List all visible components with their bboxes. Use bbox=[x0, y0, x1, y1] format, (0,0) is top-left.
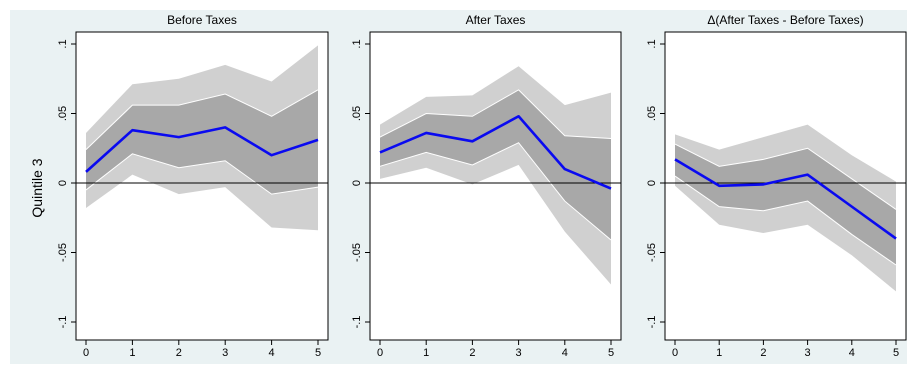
y-tick-label: -.1 bbox=[646, 316, 658, 329]
panel-title: Before Taxes bbox=[167, 13, 237, 27]
x-tick-label: 4 bbox=[562, 347, 568, 359]
x-tick-label: 0 bbox=[672, 347, 678, 359]
chart-panel-3: Δ(After Taxes - Before Taxes) 0 1 2 3 4 5 -.1 -.… bbox=[646, 13, 907, 359]
x-tick-label: 0 bbox=[377, 347, 383, 359]
x-tick-label: 5 bbox=[608, 347, 614, 359]
chart-panel-2: After Taxes 0 1 2 3 4 5 -.1 -.05 0 .05 .1 bbox=[351, 13, 622, 359]
y-tick-label: -.05 bbox=[351, 243, 363, 262]
y-tick-label: -.1 bbox=[351, 316, 363, 329]
row-label: Quintile 3 bbox=[29, 158, 45, 217]
x-tick-label: 2 bbox=[176, 347, 182, 359]
x-tick-label: 4 bbox=[849, 347, 855, 359]
chart-panel-1: Before Taxes 0 1 2 3 4 5 -.1 -.05 0 .05 .1 bbox=[57, 13, 329, 359]
x-tick-label: 3 bbox=[222, 347, 228, 359]
inner-confidence-band bbox=[380, 89, 611, 240]
inner-band-lower-edge bbox=[85, 153, 319, 195]
x-tick-label: 3 bbox=[805, 347, 811, 359]
y-tick-label: .05 bbox=[57, 106, 69, 121]
y-tick-label: -.1 bbox=[57, 316, 69, 329]
x-tick-label: 5 bbox=[893, 347, 899, 359]
x-tick-label: 4 bbox=[269, 347, 275, 359]
panel-title: After Taxes bbox=[466, 13, 526, 27]
inner-band-upper-edge bbox=[379, 89, 612, 140]
x-tick-label: 3 bbox=[516, 347, 522, 359]
inner-band-upper-edge bbox=[85, 89, 319, 151]
x-tick-label: 2 bbox=[469, 347, 475, 359]
estimate-line bbox=[85, 126, 319, 173]
y-tick-label: .1 bbox=[351, 39, 363, 48]
x-tick-label: 1 bbox=[716, 347, 722, 359]
estimate-line bbox=[674, 158, 897, 240]
inner-confidence-band bbox=[675, 144, 896, 266]
inner-band-lower-edge bbox=[674, 175, 897, 266]
x-tick-label: 5 bbox=[315, 347, 321, 359]
y-tick-label: 0 bbox=[57, 180, 69, 186]
inner-band-upper-edge bbox=[674, 143, 897, 210]
y-tick-label: .1 bbox=[57, 39, 69, 48]
x-tick-label: 1 bbox=[423, 347, 429, 359]
y-tick-label: 0 bbox=[646, 180, 658, 186]
y-tick-label: 0 bbox=[351, 180, 363, 186]
inner-band-lower-edge bbox=[379, 142, 612, 241]
estimate-line bbox=[379, 114, 612, 190]
x-tick-label: 0 bbox=[83, 347, 89, 359]
y-tick-label: .05 bbox=[646, 106, 658, 121]
y-tick-label: -.05 bbox=[646, 243, 658, 262]
inner-confidence-band bbox=[86, 89, 318, 195]
y-tick-label: -.05 bbox=[57, 243, 69, 262]
x-tick-label: 1 bbox=[129, 347, 135, 359]
y-tick-label: .05 bbox=[351, 106, 363, 121]
y-tick-label: .1 bbox=[646, 39, 658, 48]
panel-title: Δ(After Taxes - Before Taxes) bbox=[707, 13, 863, 27]
x-tick-label: 2 bbox=[760, 347, 766, 359]
